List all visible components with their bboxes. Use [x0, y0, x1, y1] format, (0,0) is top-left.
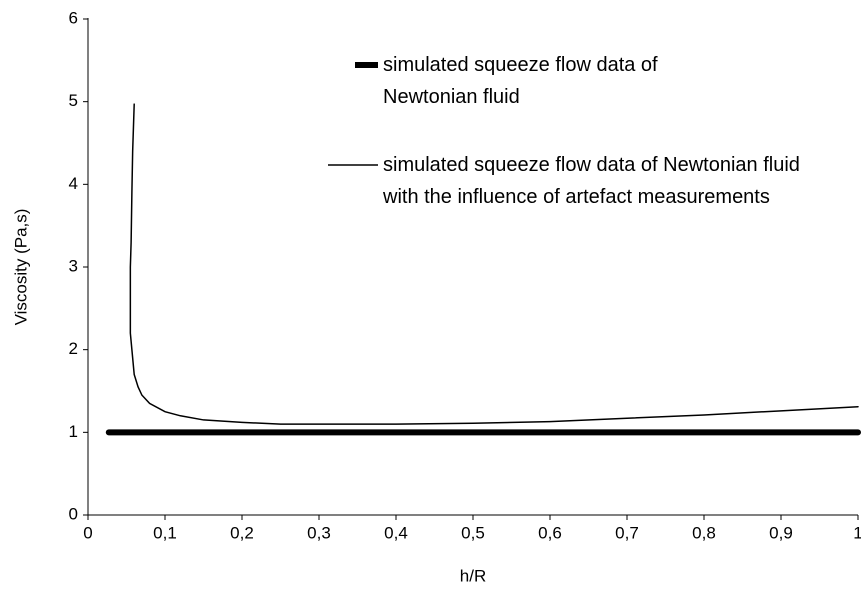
x-tick-label: 0 — [83, 523, 92, 542]
y-axis-label: Viscosity (Pa,s) — [11, 209, 30, 326]
x-tick-label: 0,7 — [615, 523, 639, 542]
legend-label: simulated squeeze flow data of Newtonian… — [383, 54, 658, 108]
x-tick-label: 0,9 — [769, 523, 793, 542]
y-tick-label: 3 — [69, 256, 78, 275]
y-tick-label: 5 — [69, 91, 78, 110]
y-tick-label: 6 — [69, 8, 78, 27]
x-tick-label: 0,6 — [538, 523, 562, 542]
x-tick-label: 0,2 — [230, 523, 254, 542]
x-tick-label: 0,1 — [153, 523, 177, 542]
x-tick-label: 0,3 — [307, 523, 331, 542]
y-tick-label: 0 — [69, 504, 78, 523]
y-tick-label: 2 — [69, 339, 78, 358]
y-tick-label: 1 — [69, 422, 78, 441]
x-axis-label: h/R — [460, 566, 486, 585]
x-tick-label: 0,5 — [461, 523, 485, 542]
y-tick-label: 4 — [69, 174, 78, 193]
x-tick-label: 0,8 — [692, 523, 716, 542]
legend-label: simulated squeeze flow data of Newtonian… — [383, 154, 800, 208]
x-tick-label: 0,4 — [384, 523, 408, 542]
data-line — [129, 103, 859, 425]
x-tick-label: 1 — [853, 523, 861, 542]
